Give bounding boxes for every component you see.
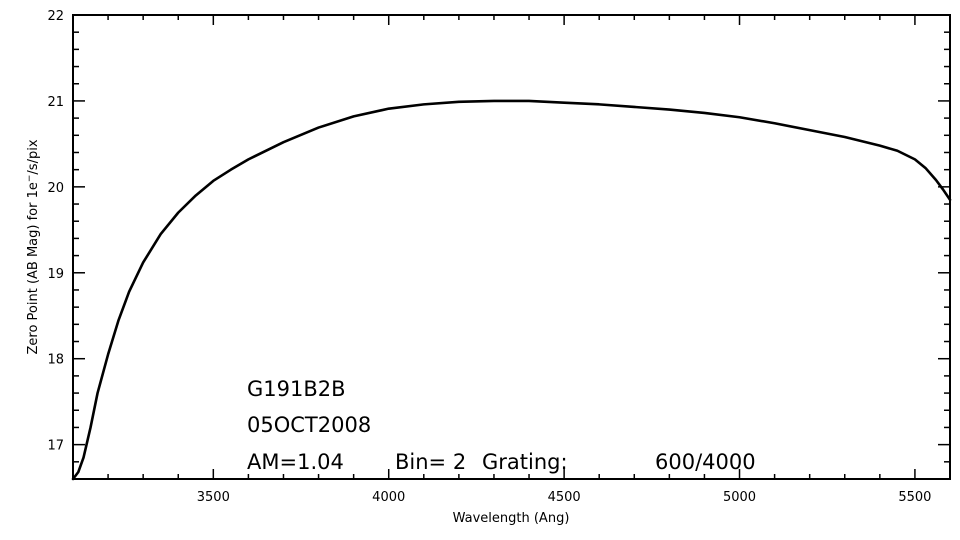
axis-tick-labels: 3500 4000 4500 5000 5500 17 18 19 20 21 22 xyxy=(47,9,931,505)
y-axis-label: Zero Point (AB Mag) for 1e−/s/pix xyxy=(25,139,41,354)
annotation-grating-label: Grating: xyxy=(482,450,568,474)
y-tick-label: 17 xyxy=(47,439,64,454)
plot-frame xyxy=(72,14,951,480)
y-axis-label-unit: /s/pix xyxy=(26,139,41,174)
annotation-airmass: AM=1.04 xyxy=(247,450,344,474)
x-axis-label: Wavelength (Ang) xyxy=(453,511,570,526)
x-tick-label: 5500 xyxy=(898,490,931,505)
y-tick-label: 20 xyxy=(47,181,64,196)
y-tick-label: 18 xyxy=(47,353,64,368)
annotation-grating-value: 600/4000 xyxy=(655,450,756,474)
y-axis-label-main: Zero Point (AB Mag) for 1e xyxy=(26,182,41,354)
x-tick-label: 4000 xyxy=(372,490,405,505)
y-tick-label: 22 xyxy=(47,9,64,24)
series-line xyxy=(71,99,952,481)
y-tick-label: 19 xyxy=(47,267,64,282)
annotation-date: 05OCT2008 xyxy=(247,413,371,437)
annotation-bin: Bin= 2 xyxy=(395,450,466,474)
annotation-star: G191B2B xyxy=(247,377,346,401)
x-tick-label: 3500 xyxy=(197,490,230,505)
x-tick-label: 4500 xyxy=(548,490,581,505)
y-axis-label-superscript: − xyxy=(25,175,35,183)
x-tick-label: 5000 xyxy=(723,490,756,505)
axis-ticks xyxy=(72,14,951,480)
y-tick-label: 21 xyxy=(47,95,64,110)
